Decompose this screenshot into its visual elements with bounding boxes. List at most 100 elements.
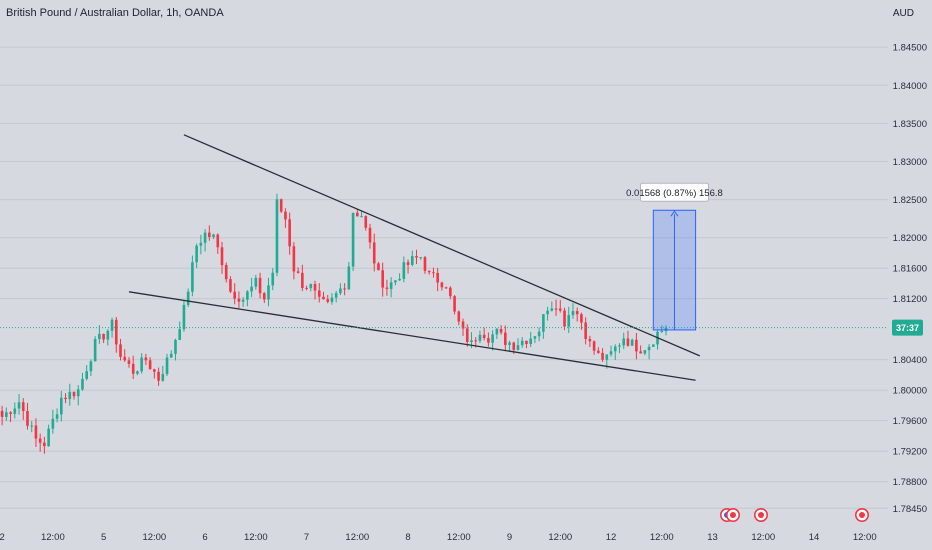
candle-up bbox=[630, 339, 634, 346]
price-axis[interactable]: 1.84500 1.84000 1.83500 1.83000 1.82500 1.820… bbox=[893, 43, 927, 515]
candle-up bbox=[68, 391, 72, 400]
candle-up bbox=[212, 234, 215, 237]
time-axis[interactable]: 2 12:00 5 12:00 6 12:00 7 12:00 8 12:00 9 12:00 12 12… bbox=[0, 532, 877, 543]
candle-up bbox=[334, 293, 338, 298]
candle-down bbox=[377, 263, 380, 271]
candle-down bbox=[64, 397, 67, 400]
candle-up bbox=[410, 256, 414, 265]
candle-up bbox=[246, 291, 249, 300]
candle-up bbox=[203, 232, 207, 243]
candle-down bbox=[313, 283, 317, 291]
candle-down bbox=[38, 438, 42, 443]
price-tick-label: 1.80000 bbox=[893, 386, 927, 397]
time-tick-label: 2 bbox=[0, 532, 5, 543]
candle-down bbox=[127, 360, 131, 364]
candle-up bbox=[533, 336, 537, 339]
time-tick-label: 8 bbox=[405, 532, 410, 543]
candle-down bbox=[381, 270, 384, 288]
time-tick-label: 12:00 bbox=[142, 532, 166, 543]
drawings-layer[interactable]: 0.01568 (0.87%) 156.8 bbox=[128, 134, 723, 381]
candle-down bbox=[153, 369, 156, 372]
candle-down bbox=[216, 234, 220, 248]
candle-down bbox=[0, 410, 4, 417]
candle-down bbox=[233, 291, 236, 299]
candle-up bbox=[85, 371, 88, 379]
price-countdown-label: 37:37 bbox=[896, 323, 919, 333]
grid bbox=[0, 46, 888, 509]
current-price-line: 37:37 bbox=[0, 319, 923, 336]
candle-up bbox=[186, 291, 190, 305]
candle-up bbox=[13, 408, 17, 414]
candle-up bbox=[93, 339, 97, 362]
candle-down bbox=[317, 290, 321, 297]
candle-down bbox=[504, 332, 507, 345]
candle-up bbox=[571, 311, 575, 316]
candle-down bbox=[224, 265, 228, 280]
price-tick-label: 1.79200 bbox=[893, 447, 927, 458]
candle-up bbox=[398, 278, 401, 281]
price-tick-label: 1.83500 bbox=[893, 119, 927, 130]
candle-down bbox=[148, 360, 152, 370]
candle-down bbox=[368, 227, 372, 243]
candle-down bbox=[457, 311, 461, 322]
candle-up bbox=[161, 374, 165, 381]
candle-up bbox=[51, 418, 55, 429]
candle-up bbox=[419, 257, 423, 259]
candle-up bbox=[537, 331, 541, 337]
candle-up bbox=[351, 212, 355, 267]
measure-label: 0.01568 (0.87%) 156.8 bbox=[626, 188, 723, 199]
candle-down bbox=[102, 333, 105, 340]
candle-up bbox=[309, 283, 313, 289]
candle-down bbox=[592, 341, 596, 351]
candle-down bbox=[372, 242, 376, 264]
price-tick-label: 1.81200 bbox=[893, 294, 927, 305]
candle-up bbox=[47, 428, 50, 447]
candle-down bbox=[292, 246, 296, 272]
candle-down bbox=[449, 287, 452, 297]
candle-up bbox=[174, 339, 177, 354]
candle-up bbox=[110, 319, 114, 331]
candle-up bbox=[660, 331, 664, 333]
candle-up bbox=[330, 297, 334, 302]
time-tick-label: 6 bbox=[202, 532, 207, 543]
candle-up bbox=[195, 245, 198, 263]
candle-up bbox=[250, 286, 253, 292]
candle-up bbox=[613, 346, 617, 352]
candle-up bbox=[106, 330, 110, 340]
candle-series bbox=[0, 193, 668, 454]
candle-down bbox=[26, 411, 29, 426]
candle-up bbox=[136, 371, 139, 374]
candle-up bbox=[622, 338, 626, 346]
candle-up bbox=[182, 304, 186, 330]
candle-up bbox=[55, 414, 59, 419]
time-tick-label: 5 bbox=[101, 532, 106, 543]
candle-down bbox=[626, 338, 630, 346]
candle-up bbox=[76, 389, 80, 397]
candle-down bbox=[343, 288, 346, 290]
trendline-lower[interactable] bbox=[128, 291, 696, 381]
candle-down bbox=[474, 340, 478, 342]
candle-down bbox=[635, 339, 638, 352]
candle-up bbox=[60, 397, 63, 415]
event-markers bbox=[719, 507, 869, 522]
candle-down bbox=[453, 296, 456, 312]
candle-up bbox=[567, 315, 571, 327]
trendline-upper[interactable] bbox=[183, 134, 701, 357]
candle-down bbox=[262, 293, 266, 300]
price-tick-label: 1.82000 bbox=[893, 233, 927, 244]
candle-up bbox=[339, 288, 342, 294]
candle-up bbox=[199, 242, 203, 246]
candle-down bbox=[432, 272, 435, 274]
price-tick-label: 1.78450 bbox=[893, 504, 927, 515]
candle-down bbox=[512, 342, 516, 350]
candle-up bbox=[271, 272, 275, 286]
candle-down bbox=[444, 287, 448, 289]
candle-down bbox=[563, 310, 566, 327]
candle-up bbox=[664, 327, 668, 332]
candle-up bbox=[81, 378, 84, 390]
price-tick-label: 1.84000 bbox=[893, 81, 927, 92]
candle-up bbox=[178, 329, 182, 340]
price-label-box bbox=[892, 319, 923, 336]
